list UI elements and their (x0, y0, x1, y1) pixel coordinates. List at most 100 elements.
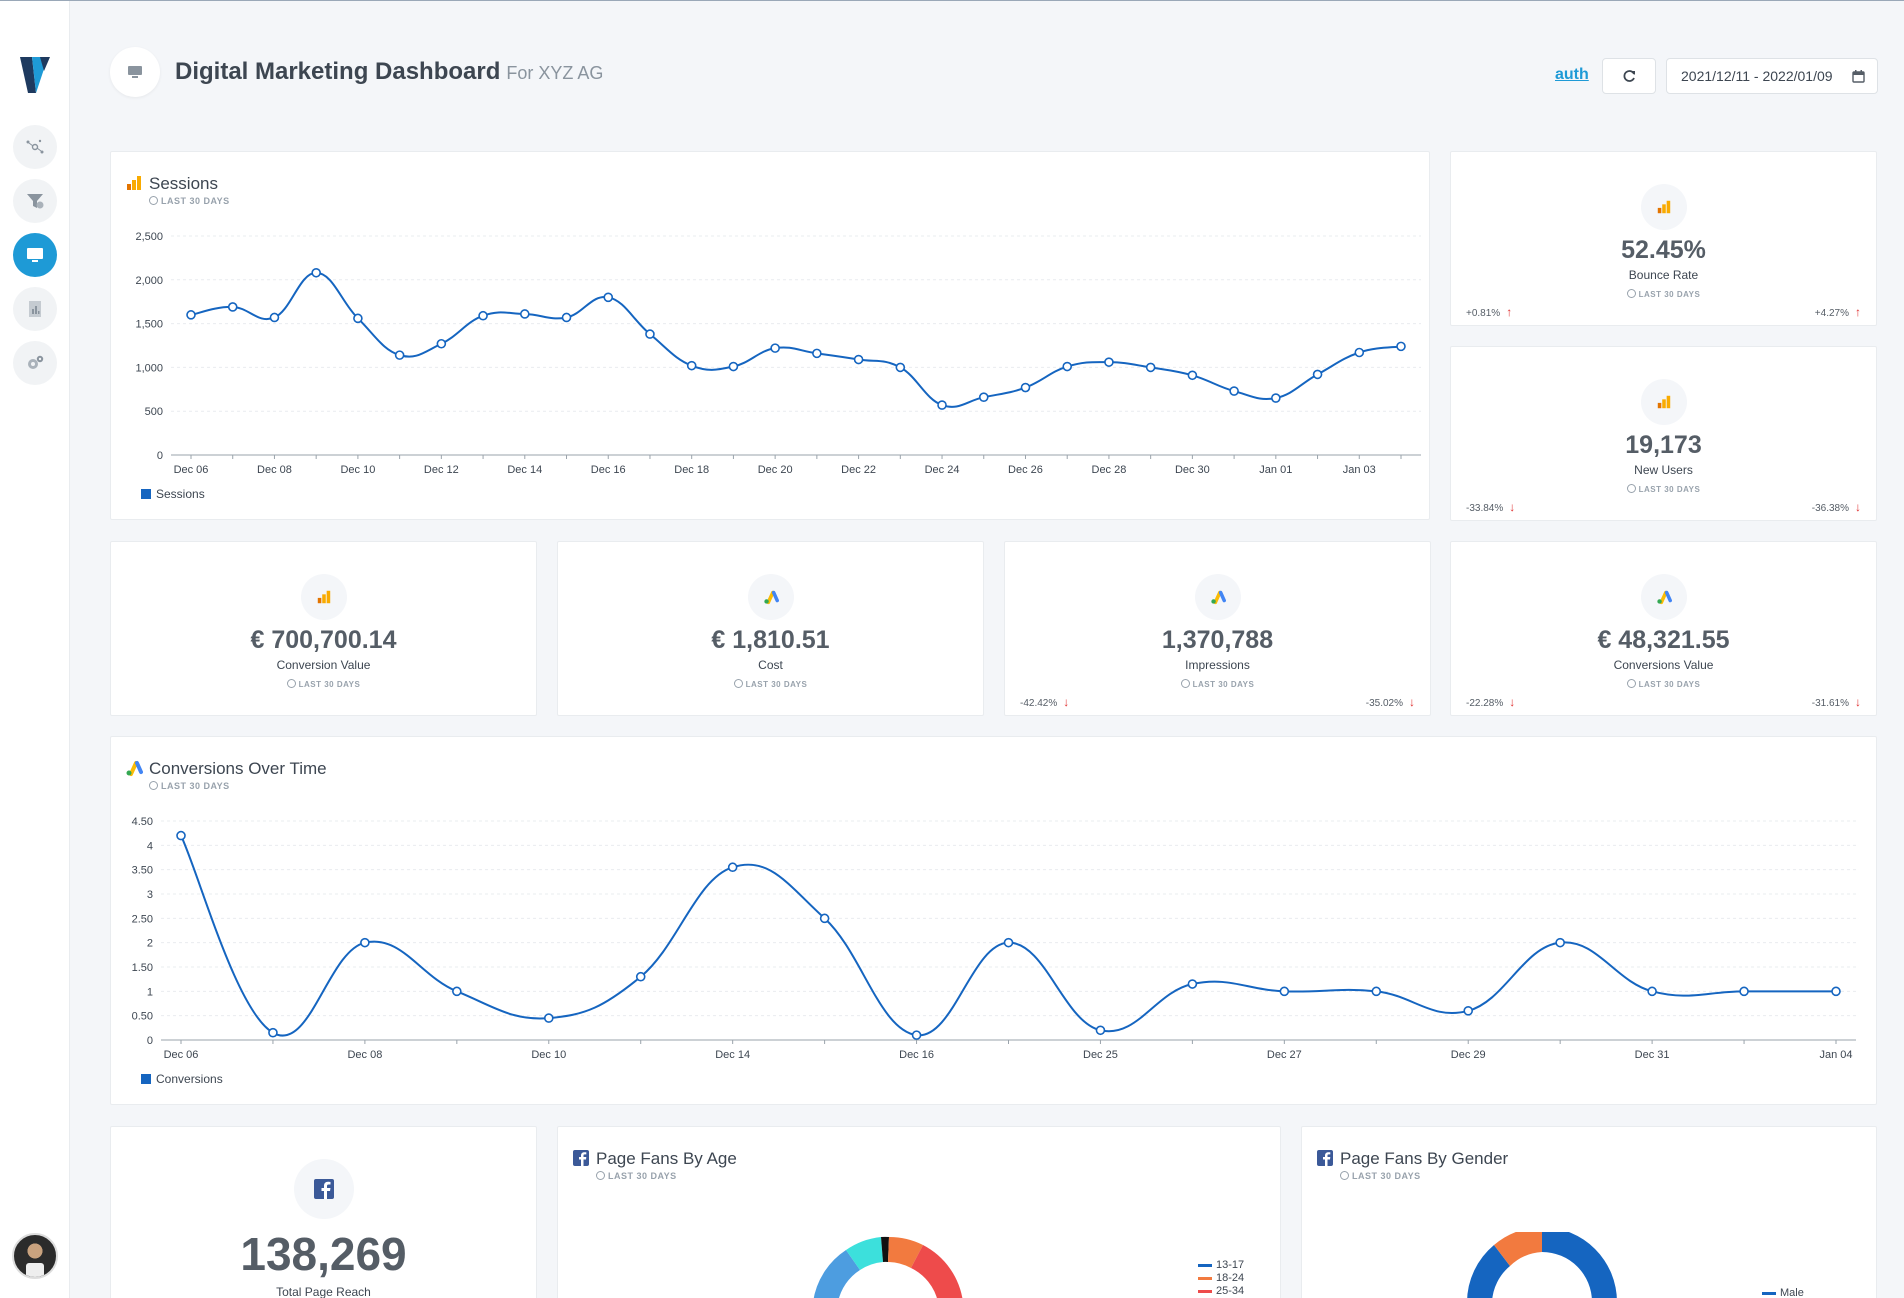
data-point (895, 362, 906, 373)
donut-slice-b (1494, 1232, 1542, 1266)
data-point (1187, 370, 1198, 381)
conversion-value-period-text: LAST 30 DAYS (298, 680, 361, 689)
globe-icon (1180, 679, 1190, 688)
data-point (1463, 1006, 1474, 1016)
data-point (978, 392, 989, 402)
x-tick-label: Dec 25 (1083, 1049, 1118, 1061)
series-line (180, 835, 1836, 1037)
donut-slice-c (881, 1236, 889, 1262)
x-tick-label: Dec 22 (841, 464, 876, 476)
bounce-rate-card: 52.45% Bounce Rate LAST 30 DAYS +0.81% ↑ … (1450, 151, 1877, 326)
page-reach-label: Total Page Reach (276, 1285, 371, 1298)
y-tick-label: 1,500 (135, 319, 163, 331)
data-point (1396, 341, 1406, 352)
sidebar (0, 1, 70, 1298)
series-line (190, 271, 1402, 408)
globe-icon (596, 1171, 605, 1180)
x-tick-label: Dec 27 (1267, 1049, 1302, 1061)
conversions-period-text: LAST 30 DAYS (161, 781, 230, 791)
donut-slice-a (1467, 1245, 1510, 1298)
fans-by-age-title: Page Fans By Age (596, 1149, 737, 1168)
logo-icon[interactable] (18, 53, 52, 97)
sessions-legend[interactable]: Sessions (141, 487, 205, 501)
google-ads-icon (1640, 574, 1687, 620)
x-tick-label: Dec 20 (758, 464, 793, 476)
data-point (1104, 357, 1114, 367)
data-point (812, 348, 822, 359)
donut-slice-d (888, 1236, 923, 1268)
sessions-legend-label: Sessions (156, 487, 205, 501)
donut-slice-a (813, 1250, 860, 1298)
sidebar-item-reports[interactable] (13, 287, 57, 331)
globe-icon (733, 679, 743, 688)
new-users-period: LAST 30 DAYS (1451, 484, 1876, 494)
fans-by-gender-period: LAST 30 DAYS (1340, 1171, 1421, 1181)
data-point (770, 343, 780, 353)
fans-by-age-period: LAST 30 DAYS (596, 1171, 677, 1181)
fans-by-gender-card: Page Fans By Gender LAST 30 DAYS Male (1301, 1126, 1877, 1298)
google-analytics-icon (1640, 184, 1687, 230)
facebook-icon (293, 1159, 354, 1219)
x-tick-label: Dec 14 (715, 1049, 750, 1061)
legend-item[interactable]: 18-24 (1198, 1272, 1244, 1285)
x-tick-label: Dec 14 (507, 464, 542, 476)
x-tick-label: Dec 18 (674, 464, 709, 476)
sidebar-item-funnel[interactable] (13, 179, 57, 223)
legend-item[interactable]: 13-17 (1198, 1259, 1244, 1272)
impressions-period-text: LAST 30 DAYS (1192, 680, 1255, 689)
conversions-line-chart: 0 0.50 1 1.50 2 2.50 3 3.50 4 4.50 Dec 06 Dec 08 Dec… (132, 816, 1856, 1061)
sidebar-item-settings[interactable] (13, 341, 57, 385)
page-reach-card: 138,269 Total Page Reach (110, 1126, 537, 1298)
monitor-icon (128, 66, 142, 78)
y-tick-label: 0.50 (132, 1011, 153, 1023)
x-tick-label: Jan 01 (1259, 464, 1292, 476)
data-point (1062, 361, 1073, 372)
data-point (819, 913, 830, 924)
data-point (1271, 393, 1281, 403)
legend-item[interactable]: 25-34 (1198, 1285, 1244, 1298)
new-users-delta-right-value: -36.38% (1811, 503, 1849, 514)
sidebar-item-connections[interactable] (13, 125, 57, 169)
conversions-legend-label: Conversions (156, 1072, 223, 1086)
globe-icon (1626, 679, 1636, 688)
page-subtitle: For XYZ AG (506, 63, 604, 83)
conversion-value-value: € 700,700.14 (250, 626, 397, 654)
y-tick-label: 3 (147, 889, 153, 901)
data-point (635, 971, 646, 982)
y-tick-label: 0 (157, 450, 163, 462)
data-point (1187, 979, 1198, 989)
y-tick-label: 500 (145, 406, 163, 418)
data-point (227, 302, 238, 312)
legend-item[interactable]: Male (1762, 1287, 1804, 1298)
data-point (1020, 382, 1031, 393)
donut-slice-e (911, 1245, 963, 1298)
data-point (853, 354, 864, 365)
legend-swatch (1198, 1289, 1212, 1293)
new-users-value: 19,173 (1625, 431, 1702, 459)
date-range-picker[interactable]: 2021/12/11 - 2022/01/09 (1666, 58, 1878, 94)
google-analytics-icon (1640, 379, 1687, 425)
data-point (519, 309, 530, 319)
auth-link[interactable]: auth (1555, 66, 1589, 83)
conversions-legend[interactable]: Conversions (141, 1072, 223, 1086)
sessions-line-chart: 0 500 1,000 1,500 2,000 2,500 Dec 06 Dec 08 Dec … (135, 231, 1421, 476)
report-icon (29, 301, 41, 317)
sidebar-item-dashboard[interactable] (13, 233, 57, 277)
x-tick-label: Dec 16 (591, 464, 626, 476)
network-icon (26, 139, 44, 154)
google-analytics-icon (127, 176, 141, 190)
impressions-period: LAST 30 DAYS (1005, 679, 1430, 689)
impressions-delta-right-value: -35.02% (1365, 698, 1403, 709)
globe-icon (1626, 484, 1636, 493)
sessions-period: LAST 30 DAYS (149, 196, 230, 206)
arrow-down-icon: ↓ (1063, 695, 1070, 709)
user-avatar[interactable] (12, 1233, 58, 1279)
legend-swatch (141, 1074, 151, 1084)
conversions-period: LAST 30 DAYS (149, 781, 230, 791)
cost-period: LAST 30 DAYS (558, 679, 983, 689)
refresh-button[interactable] (1602, 58, 1656, 94)
cost-value: € 1,810.51 (711, 626, 830, 654)
arrow-up-icon: ↑ (1506, 305, 1513, 319)
data-point (1647, 986, 1657, 997)
impressions-label: Impressions (1185, 658, 1250, 672)
